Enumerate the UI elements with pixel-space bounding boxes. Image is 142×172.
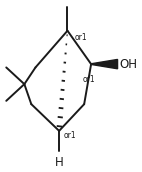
Text: or1: or1 (83, 75, 95, 84)
Text: or1: or1 (74, 33, 87, 42)
Text: or1: or1 (63, 131, 76, 140)
Polygon shape (91, 60, 118, 69)
Text: H: H (55, 156, 63, 169)
Text: OH: OH (119, 58, 137, 71)
